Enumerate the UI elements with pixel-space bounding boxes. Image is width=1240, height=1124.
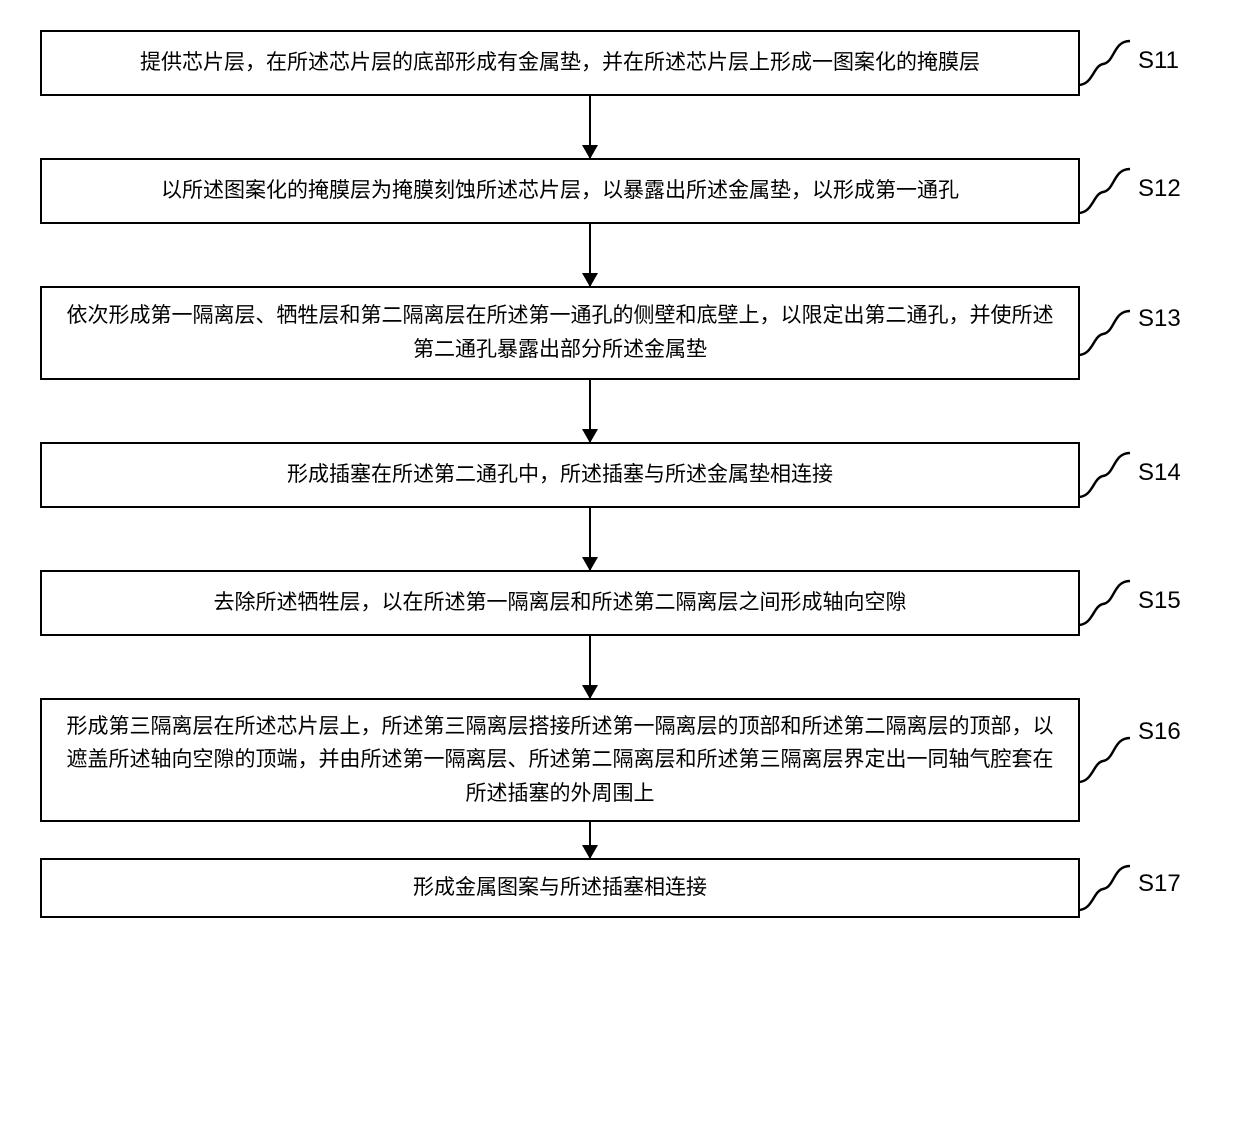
- arrow-connector: [70, 96, 1110, 158]
- curve-connector-icon: [1075, 166, 1135, 216]
- step-wrapper-S13: 依次形成第一隔离层、牺牲层和第二隔离层在所述第一通孔的侧壁和底壁上，以限定出第二…: [40, 286, 1140, 380]
- step-box-S12: 以所述图案化的掩膜层为掩膜刻蚀所述芯片层，以暴露出所述金属垫，以形成第一通孔: [40, 158, 1080, 224]
- connector-area: S13: [1080, 286, 1200, 380]
- arrow-down: [589, 508, 591, 570]
- step-box-S13: 依次形成第一隔离层、牺牲层和第二隔离层在所述第一通孔的侧壁和底壁上，以限定出第二…: [40, 286, 1080, 380]
- arrow-down: [589, 96, 591, 158]
- connector-area: S17: [1080, 858, 1200, 918]
- step-wrapper-S12: 以所述图案化的掩膜层为掩膜刻蚀所述芯片层，以暴露出所述金属垫，以形成第一通孔S1…: [40, 158, 1140, 224]
- step-wrapper-S11: 提供芯片层，在所述芯片层的底部形成有金属垫，并在所述芯片层上形成一图案化的掩膜层…: [40, 30, 1140, 96]
- step-box-S17: 形成金属图案与所述插塞相连接: [40, 858, 1080, 918]
- step-label-S14: S14: [1138, 459, 1181, 487]
- connector-area: S15: [1080, 570, 1200, 636]
- step-label-S15: S15: [1138, 587, 1181, 615]
- arrow-down: [589, 822, 591, 858]
- step-label-S11: S11: [1138, 47, 1179, 75]
- step-wrapper-S15: 去除所述牺牲层，以在所述第一隔离层和所述第二隔离层之间形成轴向空隙S15: [40, 570, 1140, 636]
- step-label-S13: S13: [1138, 305, 1181, 333]
- flowchart-container: 提供芯片层，在所述芯片层的底部形成有金属垫，并在所述芯片层上形成一图案化的掩膜层…: [40, 30, 1140, 918]
- curve-connector-icon: [1075, 450, 1135, 500]
- arrow-down: [589, 380, 591, 442]
- step-label-S16: S16: [1138, 718, 1181, 746]
- step-box-S16: 形成第三隔离层在所述芯片层上，所述第三隔离层搭接所述第一隔离层的顶部和所述第二隔…: [40, 698, 1080, 822]
- step-label-S12: S12: [1138, 175, 1181, 203]
- arrow-down: [589, 224, 591, 286]
- step-box-S14: 形成插塞在所述第二通孔中，所述插塞与所述金属垫相连接: [40, 442, 1080, 508]
- curve-connector-icon: [1075, 735, 1135, 785]
- arrow-connector: [70, 224, 1110, 286]
- curve-connector-icon: [1075, 863, 1135, 913]
- step-wrapper-S16: 形成第三隔离层在所述芯片层上，所述第三隔离层搭接所述第一隔离层的顶部和所述第二隔…: [40, 698, 1140, 822]
- arrow-connector: [70, 636, 1110, 698]
- step-wrapper-S17: 形成金属图案与所述插塞相连接S17: [40, 858, 1140, 918]
- connector-area: S11: [1080, 30, 1200, 96]
- arrow-connector: [70, 822, 1110, 858]
- curve-connector-icon: [1075, 308, 1135, 358]
- arrow-connector: [70, 508, 1110, 570]
- step-box-S15: 去除所述牺牲层，以在所述第一隔离层和所述第二隔离层之间形成轴向空隙: [40, 570, 1080, 636]
- connector-area: S14: [1080, 442, 1200, 508]
- step-wrapper-S14: 形成插塞在所述第二通孔中，所述插塞与所述金属垫相连接S14: [40, 442, 1140, 508]
- step-label-S17: S17: [1138, 870, 1181, 898]
- curve-connector-icon: [1075, 38, 1135, 88]
- arrow-down: [589, 636, 591, 698]
- connector-area: S12: [1080, 158, 1200, 224]
- curve-connector-icon: [1075, 578, 1135, 628]
- step-box-S11: 提供芯片层，在所述芯片层的底部形成有金属垫，并在所述芯片层上形成一图案化的掩膜层: [40, 30, 1080, 96]
- connector-area: S16: [1080, 698, 1200, 822]
- arrow-connector: [70, 380, 1110, 442]
